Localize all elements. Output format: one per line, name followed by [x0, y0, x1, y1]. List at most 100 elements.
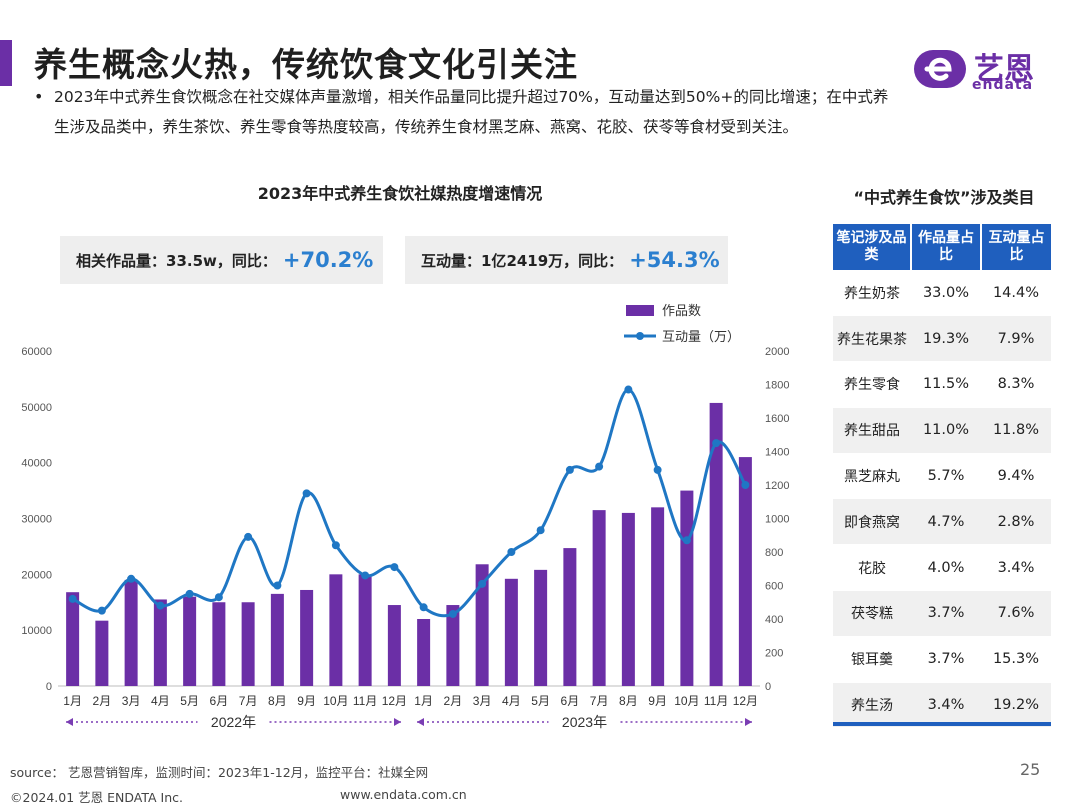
x-tick-label: 12月 — [382, 694, 407, 708]
stat-box-interaction: 互动量：1亿2419万，同比： +54.3% — [405, 236, 728, 284]
cell-category: 银耳羹 — [833, 636, 911, 683]
x-tick-label: 9月 — [648, 694, 667, 708]
cell-interaction-share: 15.3% — [981, 636, 1051, 683]
x-tick-label: 3月 — [122, 694, 141, 708]
x-tick-label: 2月 — [444, 694, 463, 708]
line-point-interaction — [156, 601, 165, 610]
x-tick-label: 9月 — [297, 694, 316, 708]
y-left-tick-label: 20000 — [21, 569, 52, 581]
source-note: source： 艺恩营销智库，监测时间：2023年1-12月，监控平台：社媒全网 — [10, 765, 429, 780]
brand-logo: 艺恩 endata — [912, 44, 1052, 96]
table-title: “中式养生食饮”涉及类目 — [853, 188, 1035, 207]
line-point-interaction — [536, 526, 545, 535]
table-row: 茯苓糕 3.7% 7.6% — [833, 590, 1051, 637]
table-header-works-share: 作品量占比 — [911, 224, 982, 270]
y-right-tick-label: 1600 — [765, 413, 789, 425]
cell-works-share: 3.4% — [911, 682, 981, 729]
bar-作品数 — [66, 592, 80, 686]
cell-interaction-share: 3.4% — [981, 544, 1051, 592]
stat-interaction-value: +54.3% — [629, 248, 720, 272]
line-point-interaction — [361, 571, 370, 580]
bar-作品数 — [446, 605, 460, 686]
category-table: 笔记涉及品类 作品量占比 互动量占比 养生奶茶 33.0% 14.4% 养生花果茶 1… — [833, 224, 1051, 729]
cell-works-share: 11.0% — [911, 407, 981, 454]
x-tick-label: 10月 — [674, 694, 699, 708]
cell-category: 即食燕窝 — [833, 498, 911, 546]
y-left-tick-label: 50000 — [21, 402, 52, 414]
line-point-interaction — [97, 606, 106, 615]
bar-作品数 — [592, 510, 606, 686]
cell-category: 养生汤 — [833, 682, 911, 729]
line-point-interaction — [712, 439, 721, 448]
x-tick-label: 7月 — [590, 694, 609, 708]
y-right-tick-label: 1000 — [765, 514, 789, 526]
cell-category: 养生甜品 — [833, 407, 911, 454]
x-tick-label: 11月 — [704, 694, 728, 708]
year-range-arrow-left — [66, 718, 73, 726]
table-row: 银耳羹 3.7% 15.3% — [833, 636, 1051, 683]
cell-interaction-share: 2.8% — [981, 498, 1051, 546]
x-tick-label: 5月 — [180, 694, 199, 708]
stat-box-works: 相关作品量：33.5w，同比： +70.2% — [60, 236, 383, 284]
cell-category: 养生花果茶 — [833, 315, 911, 363]
cell-works-share: 33.0% — [911, 270, 981, 317]
table-row: 养生甜品 11.0% 11.8% — [833, 407, 1051, 454]
x-tick-label: 5月 — [531, 694, 550, 708]
y-left-tick-label: 0 — [46, 681, 52, 693]
x-tick-label: 7月 — [239, 694, 258, 708]
year-range-arrow-right — [745, 718, 752, 726]
table-row: 养生奶茶 33.0% 14.4% — [833, 270, 1051, 317]
line-point-interaction — [390, 563, 399, 572]
line-point-interaction — [682, 536, 691, 545]
y-right-tick-label: 800 — [765, 547, 783, 559]
x-tick-label: 4月 — [151, 694, 170, 708]
cell-works-share: 19.3% — [911, 315, 981, 363]
table-row: 养生汤 3.4% 19.2% — [833, 682, 1051, 729]
table-header-interaction-share: 互动量占比 — [981, 224, 1051, 270]
line-point-interaction — [624, 385, 633, 394]
line-point-interaction — [478, 579, 487, 588]
line-point-interaction — [595, 462, 604, 471]
bar-作品数 — [300, 589, 314, 686]
line-point-interaction — [244, 532, 253, 541]
y-right-tick-label: 1400 — [765, 447, 789, 459]
y-right-tick-label: 400 — [765, 614, 783, 626]
stat-interaction-label: 互动量：1亿2419万，同比： — [421, 251, 624, 270]
legend-bar-label: 作品数 — [662, 303, 701, 318]
cell-interaction-share: 8.3% — [981, 361, 1051, 408]
x-tick-label: 6月 — [210, 694, 229, 708]
cell-category: 养生奶茶 — [833, 270, 911, 317]
page-title: 养生概念火热，传统饮食文化引关注 — [34, 45, 578, 84]
bar-作品数 — [417, 619, 431, 686]
y-left-tick-label: 10000 — [21, 625, 52, 637]
line-point-interaction — [68, 594, 77, 603]
table-header-category: 笔记涉及品类 — [833, 224, 912, 270]
summary-bullet: • 2023年中式养生食饮概念在社交媒体声量激增，相关作品量同比提升超过70%，… — [34, 82, 894, 142]
cell-category: 养生零食 — [833, 361, 911, 408]
line-point-interaction — [185, 589, 194, 598]
cell-interaction-share: 11.8% — [981, 407, 1051, 454]
year-range-arrow-left — [417, 718, 424, 726]
cell-category: 茯苓糕 — [833, 590, 911, 637]
x-tick-label: 11月 — [353, 694, 377, 708]
cell-works-share: 3.7% — [911, 590, 981, 637]
x-tick-label: 3月 — [473, 694, 492, 708]
line-point-interaction — [507, 548, 516, 556]
table-row: 养生花果茶 19.3% 7.9% — [833, 315, 1051, 363]
title-accent-bar — [0, 40, 12, 86]
cell-category: 黑芝麻丸 — [833, 453, 911, 500]
y-right-tick-label: 1200 — [765, 480, 789, 492]
table-row: 花胶 4.0% 3.4% — [833, 544, 1051, 592]
chart-title: 2023年中式养生食饮社媒热度增速情况 — [257, 184, 543, 203]
year-group-label: 2022年 — [211, 714, 256, 730]
cell-works-share: 11.5% — [911, 361, 981, 408]
cell-works-share: 3.7% — [911, 636, 981, 683]
bar-作品数 — [534, 569, 548, 686]
y-right-tick-label: 0 — [765, 681, 771, 693]
cell-interaction-share: 19.2% — [981, 682, 1051, 729]
bar-作品数 — [241, 602, 255, 686]
line-point-interaction — [653, 465, 662, 474]
legend-bar-swatch — [626, 305, 654, 316]
line-point-interaction — [448, 609, 457, 618]
line-point-interaction — [127, 574, 136, 583]
